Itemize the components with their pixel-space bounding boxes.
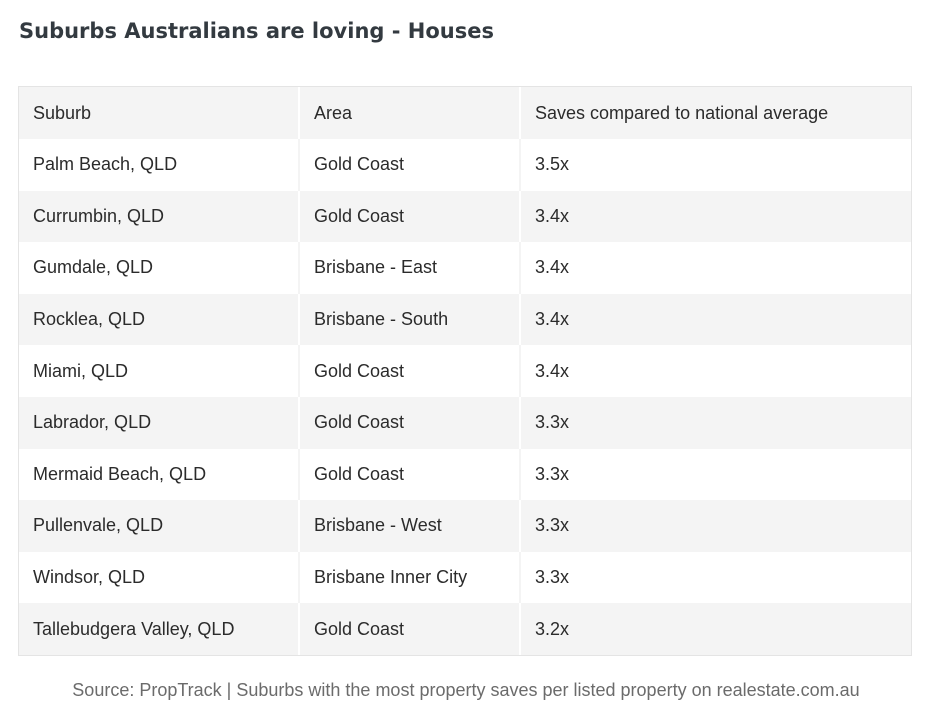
table-row: Labrador, QLD Gold Coast 3.3x: [19, 396, 911, 449]
cell-suburb: Rocklea, QLD: [33, 309, 146, 330]
table-row: Windsor, QLD Brisbane Inner City 3.3x: [19, 551, 911, 604]
table-row: Palm Beach, QLD Gold Coast 3.5x: [19, 139, 911, 191]
table-row: Pullenvale, QLD Brisbane - West 3.3x: [19, 500, 911, 552]
cell-area: Gold Coast: [298, 190, 520, 243]
cell-area: Gold Coast: [298, 603, 520, 655]
cell-saves: 3.2x: [519, 603, 911, 655]
cell-suburb: Palm Beach, QLD: [33, 154, 178, 175]
cell-area: Brisbane Inner City: [298, 551, 520, 604]
cell-suburb: Tallebudgera Valley, QLD: [33, 618, 235, 639]
table-row: Miami, QLD Gold Coast 3.4x: [19, 345, 911, 397]
cell-suburb: Labrador, QLD: [33, 412, 152, 433]
cell-saves: 3.4x: [519, 242, 911, 294]
cell-saves: 3.4x: [519, 190, 911, 243]
suburbs-table: Suburb Area Saves compared to national a…: [18, 86, 912, 656]
page-title: Suburbs Australians are loving - Houses: [19, 19, 494, 43]
cell-saves: 3.4x: [519, 293, 911, 346]
cell-area: Gold Coast: [298, 345, 520, 397]
table-row: Mermaid Beach, QLD Gold Coast 3.3x: [19, 448, 911, 501]
cell-area: Brisbane - East: [298, 242, 520, 294]
cell-area: Gold Coast: [298, 396, 520, 449]
cell-area: Brisbane - West: [298, 500, 520, 552]
cell-suburb: Windsor, QLD: [33, 567, 146, 588]
cell-saves: 3.5x: [519, 139, 911, 191]
cell-suburb: Currumbin, QLD: [33, 205, 165, 226]
source-caption: Source: PropTrack | Suburbs with the mos…: [72, 680, 860, 700]
table-row: Tallebudgera Valley, QLD Gold Coast 3.2x: [19, 603, 911, 655]
cell-area: Gold Coast: [298, 448, 520, 501]
cell-saves: 3.3x: [519, 551, 911, 604]
cell-saves: 3.4x: [519, 345, 911, 397]
column-header-area: Area: [298, 87, 520, 139]
cell-suburb: Pullenvale, QLD: [33, 515, 164, 536]
cell-saves: 3.3x: [519, 448, 911, 501]
table-row: Currumbin, QLD Gold Coast 3.4x: [19, 190, 911, 243]
cell-suburb: Mermaid Beach, QLD: [33, 463, 207, 484]
cell-suburb: Gumdale, QLD: [33, 257, 154, 278]
cell-saves: 3.3x: [519, 396, 911, 449]
cell-area: Gold Coast: [298, 139, 520, 191]
table-row: Rocklea, QLD Brisbane - South 3.4x: [19, 293, 911, 346]
cell-area: Brisbane - South: [298, 293, 520, 346]
column-header-saves: Saves compared to national average: [519, 87, 911, 139]
table-header-row: Suburb Area Saves compared to national a…: [19, 87, 911, 139]
column-header-suburb: Suburb: [33, 102, 92, 123]
table-row: Gumdale, QLD Brisbane - East 3.4x: [19, 242, 911, 294]
cell-saves: 3.3x: [519, 500, 911, 552]
cell-suburb: Miami, QLD: [33, 360, 129, 381]
